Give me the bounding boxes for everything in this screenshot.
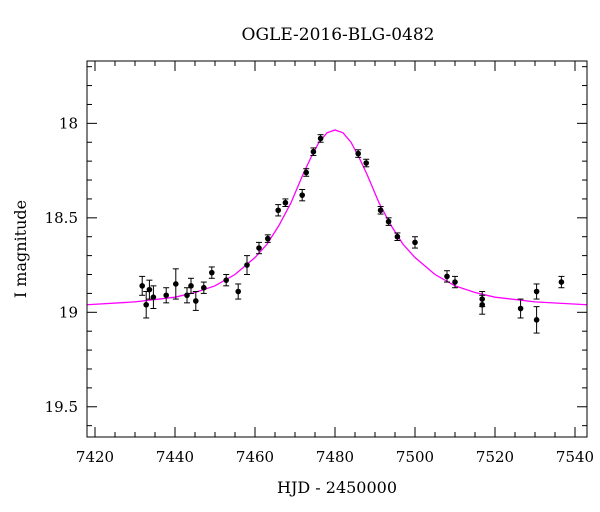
data-point xyxy=(223,277,229,283)
data-point xyxy=(317,135,324,142)
x-tick-label: 7520 xyxy=(476,448,514,466)
chart-title: OGLE-2016-BLG-0482 xyxy=(242,25,435,45)
data-point xyxy=(201,284,207,291)
x-tick-label: 7460 xyxy=(236,448,274,466)
data-point xyxy=(265,235,271,242)
data-point xyxy=(394,233,401,240)
data-point xyxy=(150,294,157,300)
data-point xyxy=(412,239,418,246)
data-point xyxy=(139,283,145,289)
plot-frame xyxy=(86,60,588,438)
data-point xyxy=(256,245,262,251)
data-point xyxy=(146,286,153,293)
data-point xyxy=(209,269,215,276)
data-point xyxy=(377,207,384,214)
x-tick-label: 7440 xyxy=(156,448,194,466)
data-point xyxy=(355,150,362,157)
x-axis-label: HJD - 2450000 xyxy=(277,478,397,497)
y-tick-label: 18.5 xyxy=(45,209,78,227)
y-tick-label: 18 xyxy=(59,114,78,132)
data-point xyxy=(385,218,392,225)
data-point xyxy=(193,298,199,304)
data-point xyxy=(558,279,565,285)
data-point xyxy=(143,301,149,308)
data-point xyxy=(299,192,306,198)
data-point xyxy=(275,207,282,214)
data-point xyxy=(173,281,179,287)
data-point xyxy=(235,288,241,295)
x-tick-label: 7500 xyxy=(396,448,434,466)
data-point xyxy=(188,283,194,289)
x-tick-label: 7480 xyxy=(316,448,354,466)
data-point xyxy=(533,288,540,295)
data-point xyxy=(303,169,310,176)
x-tick-label: 7540 xyxy=(556,448,594,466)
y-tick-label: 19.5 xyxy=(45,398,78,416)
data-point xyxy=(363,160,370,166)
data-point xyxy=(452,279,458,285)
data-point xyxy=(244,262,250,268)
y-tick-label: 19 xyxy=(59,303,78,321)
data-point xyxy=(479,301,486,308)
x-tick-label: 7420 xyxy=(76,448,114,466)
model-curve xyxy=(86,129,588,306)
data-point xyxy=(163,292,169,299)
data-point xyxy=(517,305,524,312)
data-point xyxy=(282,199,289,206)
y-axis-label: I magnitude xyxy=(11,200,30,298)
data-point xyxy=(310,148,317,155)
data-point xyxy=(444,273,450,280)
data-point xyxy=(533,317,540,323)
